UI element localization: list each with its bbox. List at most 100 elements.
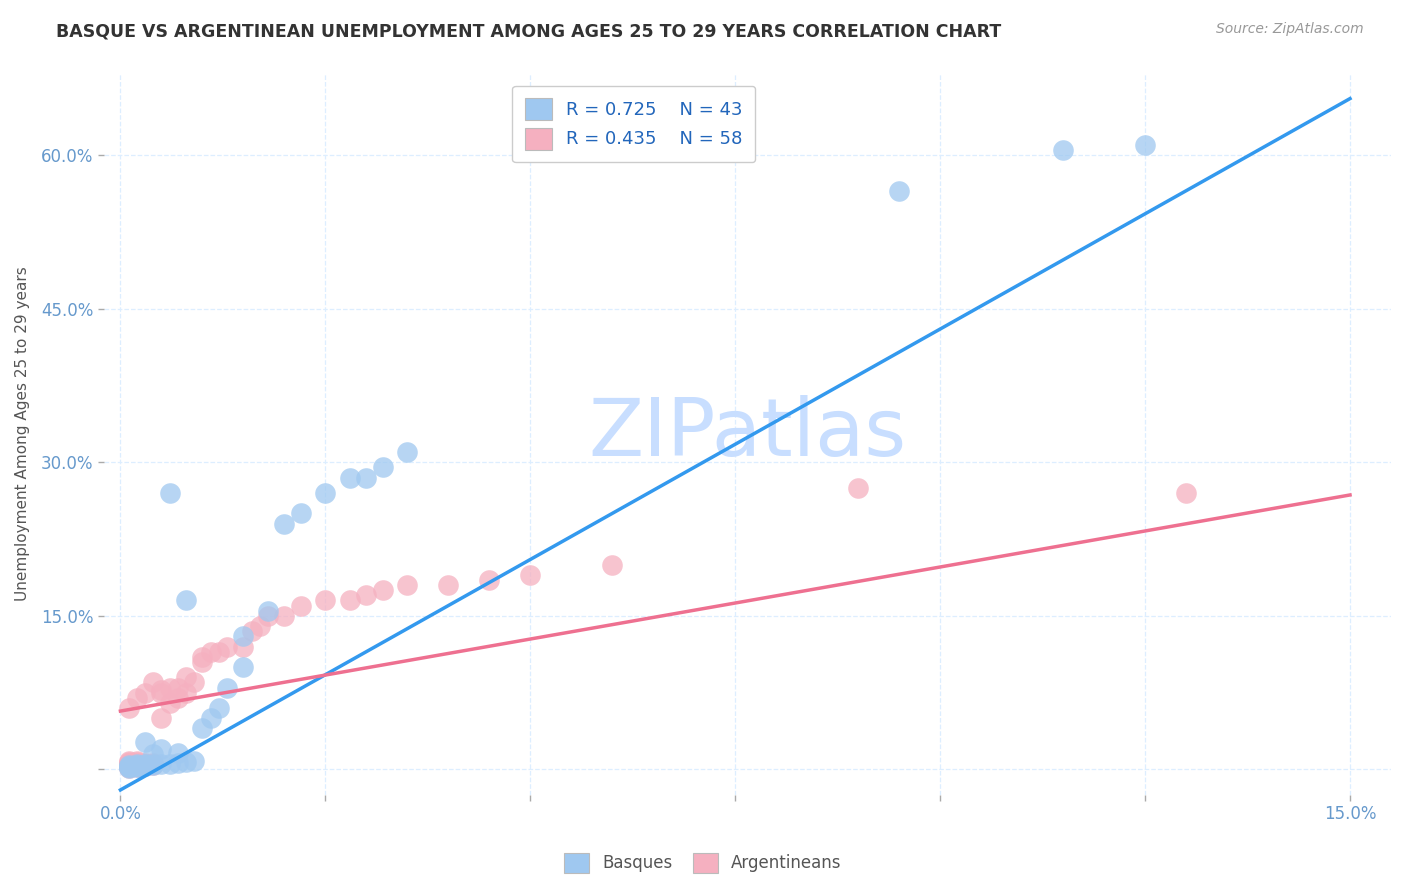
- Point: [232, 660, 254, 674]
- Point: [125, 759, 148, 773]
- Point: [125, 756, 148, 771]
- Point: [371, 460, 394, 475]
- Point: [125, 759, 148, 773]
- Point: [125, 756, 148, 770]
- Point: [257, 604, 280, 618]
- Point: [396, 445, 419, 459]
- Point: [142, 758, 165, 772]
- Point: [117, 760, 139, 774]
- Point: [125, 690, 148, 705]
- Point: [356, 588, 378, 602]
- Point: [125, 757, 148, 772]
- Point: [208, 701, 231, 715]
- Point: [142, 758, 165, 772]
- Point: [125, 758, 148, 772]
- Point: [200, 645, 222, 659]
- Point: [142, 757, 165, 772]
- Point: [437, 578, 460, 592]
- Point: [166, 690, 188, 705]
- Point: [125, 759, 148, 773]
- Point: [273, 608, 295, 623]
- Point: [339, 593, 361, 607]
- Point: [396, 578, 419, 592]
- Y-axis label: Unemployment Among Ages 25 to 29 years: Unemployment Among Ages 25 to 29 years: [15, 267, 30, 601]
- Point: [117, 757, 139, 772]
- Point: [125, 758, 148, 772]
- Point: [191, 722, 214, 736]
- Point: [232, 629, 254, 643]
- Text: ZIPatlas: ZIPatlas: [589, 395, 907, 473]
- Point: [134, 757, 156, 772]
- Point: [174, 593, 197, 607]
- Point: [150, 711, 173, 725]
- Point: [117, 760, 139, 774]
- Point: [117, 761, 139, 775]
- Point: [846, 481, 869, 495]
- Text: BASQUE VS ARGENTINEAN UNEMPLOYMENT AMONG AGES 25 TO 29 YEARS CORRELATION CHART: BASQUE VS ARGENTINEAN UNEMPLOYMENT AMONG…: [56, 22, 1001, 40]
- Point: [117, 701, 139, 715]
- Point: [339, 470, 361, 484]
- Point: [117, 759, 139, 773]
- Point: [519, 567, 541, 582]
- Point: [371, 583, 394, 598]
- Point: [273, 516, 295, 531]
- Point: [191, 649, 214, 664]
- Point: [166, 681, 188, 695]
- Point: [117, 756, 139, 770]
- Point: [117, 754, 139, 768]
- Point: [249, 619, 271, 633]
- Point: [142, 675, 165, 690]
- Point: [117, 758, 139, 772]
- Text: Source: ZipAtlas.com: Source: ZipAtlas.com: [1216, 22, 1364, 37]
- Point: [240, 624, 263, 639]
- Point: [117, 758, 139, 772]
- Point: [142, 756, 165, 771]
- Point: [150, 686, 173, 700]
- Point: [159, 486, 181, 500]
- Point: [478, 573, 501, 587]
- Point: [134, 759, 156, 773]
- Legend: Basques, Argentineans: Basques, Argentineans: [558, 847, 848, 880]
- Point: [1052, 143, 1074, 157]
- Point: [208, 645, 231, 659]
- Point: [600, 558, 623, 572]
- Point: [150, 682, 173, 697]
- Point: [150, 757, 173, 772]
- Point: [117, 760, 139, 774]
- Point: [290, 599, 312, 613]
- Point: [134, 758, 156, 772]
- Point: [134, 758, 156, 772]
- Point: [257, 608, 280, 623]
- Point: [215, 681, 238, 695]
- Point: [889, 184, 911, 198]
- Point: [159, 757, 181, 772]
- Point: [134, 686, 156, 700]
- Point: [314, 486, 336, 500]
- Point: [1175, 486, 1198, 500]
- Point: [215, 640, 238, 654]
- Point: [134, 735, 156, 749]
- Point: [174, 670, 197, 684]
- Point: [117, 759, 139, 773]
- Point: [166, 746, 188, 760]
- Point: [200, 711, 222, 725]
- Point: [1133, 137, 1156, 152]
- Point: [134, 756, 156, 771]
- Point: [166, 756, 188, 771]
- Point: [159, 681, 181, 695]
- Point: [142, 747, 165, 761]
- Point: [117, 761, 139, 775]
- Legend: R = 0.725    N = 43, R = 0.435    N = 58: R = 0.725 N = 43, R = 0.435 N = 58: [512, 86, 755, 162]
- Point: [159, 696, 181, 710]
- Point: [232, 640, 254, 654]
- Point: [117, 756, 139, 771]
- Point: [125, 760, 148, 774]
- Point: [174, 756, 197, 770]
- Point: [125, 760, 148, 774]
- Point: [183, 675, 205, 690]
- Point: [290, 507, 312, 521]
- Point: [125, 754, 148, 768]
- Point: [134, 759, 156, 773]
- Point: [174, 686, 197, 700]
- Point: [125, 757, 148, 772]
